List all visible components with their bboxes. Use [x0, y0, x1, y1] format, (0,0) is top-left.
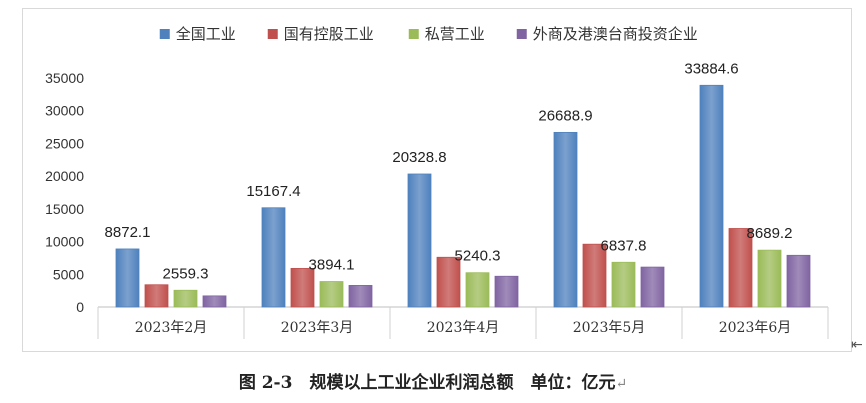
y-tick-label: 0	[76, 299, 84, 315]
y-tick-label: 5000	[53, 266, 84, 282]
data-label: 2559.3	[163, 265, 209, 282]
data-label: 5240.3	[455, 248, 501, 265]
bar	[290, 267, 315, 308]
bar	[348, 285, 373, 308]
bar	[699, 84, 724, 308]
legend-label: 私营工业	[425, 25, 485, 43]
bar	[202, 295, 227, 308]
bar	[582, 243, 607, 308]
bar	[173, 289, 198, 308]
bar	[407, 173, 432, 308]
bar	[728, 228, 753, 308]
x-tick-label: 2023年6月	[719, 320, 792, 336]
x-tick-label: 2023年4月	[427, 320, 500, 336]
legend-label: 全国工业	[176, 25, 236, 43]
x-tick-label: 2023年3月	[281, 320, 354, 336]
bar	[261, 207, 286, 308]
bar	[611, 261, 636, 308]
y-tick-label: 20000	[45, 168, 84, 184]
bar	[640, 266, 665, 308]
data-label: 15167.4	[246, 183, 300, 200]
data-label: 20328.8	[392, 149, 446, 166]
legend-label: 国有控股工业	[284, 25, 374, 43]
x-tick-label: 2023年5月	[573, 320, 646, 336]
y-tick-label: 10000	[45, 234, 84, 250]
bar	[144, 284, 169, 308]
figure-caption: 图 2-3 规模以上工业企业利润总额 单位：亿元↵	[0, 368, 866, 393]
legend-swatch	[159, 29, 170, 39]
y-tick-label: 30000	[45, 103, 84, 119]
data-label: 3894.1	[309, 257, 355, 274]
bar	[494, 275, 519, 308]
caption-text: 图 2-3 规模以上工业企业利润总额 单位：亿元	[238, 373, 616, 393]
legend-swatch	[408, 29, 419, 39]
data-label: 8689.2	[747, 225, 793, 242]
data-label: 26688.9	[538, 107, 592, 124]
data-label: 8872.1	[105, 224, 151, 241]
data-label: 6837.8	[601, 237, 647, 254]
x-tick-label: 2023年2月	[135, 320, 208, 336]
bar-chart: 0 5000 10000 15000 20000 25000 30000 35000 8872.…	[45, 25, 829, 339]
bar	[115, 248, 140, 308]
legend-label: 外商及港澳台商投资企业	[533, 25, 698, 43]
bar	[786, 254, 811, 308]
legend-swatch	[516, 29, 527, 39]
bar	[553, 131, 578, 308]
bar	[757, 249, 782, 308]
text-cursor-icon: ⇤	[851, 337, 863, 353]
chart-frame: 0 5000 10000 15000 20000 25000 30000 35000 8872.…	[22, 8, 852, 352]
legend-swatch	[267, 29, 278, 39]
paragraph-return-mark: ↵	[615, 376, 628, 392]
y-tick-label: 15000	[45, 201, 84, 217]
y-tick-label: 25000	[45, 135, 84, 151]
bar	[465, 272, 490, 308]
bar	[319, 281, 344, 308]
data-label: 33884.6	[684, 60, 738, 77]
bar	[436, 256, 461, 308]
y-tick-label: 35000	[45, 70, 84, 86]
